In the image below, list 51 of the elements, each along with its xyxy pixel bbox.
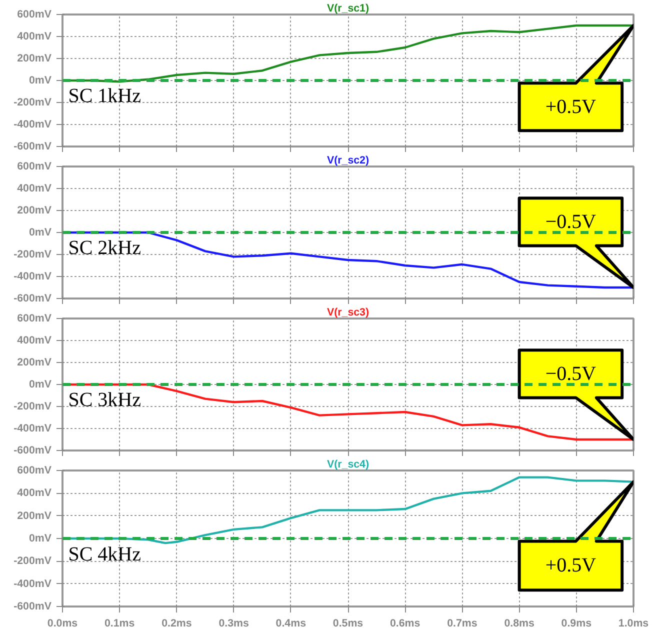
y-tick-label: 0mV	[28, 532, 52, 544]
x-tick-label: 1.0ms	[618, 618, 649, 630]
x-tick-label: 0.4ms	[276, 618, 306, 630]
y-tick-label: 400mV	[17, 487, 52, 500]
chart-title: V(r_sc3)	[326, 306, 370, 318]
x-tick-label: 0.7ms	[447, 618, 478, 630]
y-tick-label: 400mV	[17, 182, 52, 194]
annotation: −0.5V	[545, 362, 597, 385]
x-tick-label: 0.1ms	[104, 618, 135, 630]
chart-title: V(r_sc2)	[326, 154, 370, 166]
y-tick-label: -200mV	[14, 555, 52, 568]
y-tick-label: -600mV	[14, 600, 52, 612]
x-tick-label: 0.5ms	[332, 618, 364, 630]
x-tick-label: 0.0ms	[47, 618, 78, 630]
annotation: −0.5V	[545, 210, 597, 233]
chart-title: V(r_sc1)	[326, 2, 370, 14]
y-tick-label: -200mV	[14, 400, 52, 412]
x-tick-label: 0.2ms	[162, 618, 192, 630]
y-tick-label: -200mV	[14, 96, 52, 108]
y-tick-label: 600mV	[17, 464, 52, 476]
y-tick-label: -400mV	[14, 578, 52, 590]
y-tick-label: 200mV	[17, 356, 52, 368]
y-tick-label: 600mV	[17, 312, 52, 324]
x-tick-label: 0.9ms	[561, 618, 592, 630]
y-tick-label: 0mV	[28, 378, 52, 390]
annotation: +0.5V	[545, 96, 597, 118]
y-tick-label: -600mV	[14, 444, 52, 456]
y-tick-label: 600mV	[17, 8, 52, 20]
y-tick-label: 600mV	[17, 160, 52, 172]
y-tick-label: 400mV	[17, 334, 52, 346]
x-tick-label: 0.3ms	[218, 618, 249, 630]
y-tick-label: 0mV	[28, 74, 52, 86]
x-tick-label: 0.8ms	[504, 618, 534, 630]
annotation: SC 4kHz	[68, 544, 142, 566]
y-tick-label: 200mV	[17, 52, 52, 64]
y-tick-label: -200mV	[14, 248, 52, 260]
y-tick-label: 200mV	[17, 204, 52, 216]
y-tick-label: 0mV	[28, 226, 52, 238]
y-tick-label: -600mV	[14, 140, 52, 152]
y-tick-label: 200mV	[17, 510, 52, 522]
y-tick-label: -400mV	[14, 118, 52, 130]
y-tick-label: -400mV	[14, 422, 52, 434]
annotation: +0.5V	[545, 554, 597, 577]
annotation: SC 1kHz	[68, 84, 142, 107]
annotation: SC 3kHz	[68, 388, 142, 411]
annotation: SC 2kHz	[68, 236, 142, 259]
y-tick-label: -600mV	[14, 292, 52, 304]
x-tick-label: 0.6ms	[390, 618, 420, 630]
y-tick-label: 400mV	[17, 30, 52, 42]
y-tick-label: -400mV	[14, 270, 52, 282]
chart-title: V(r_sc4)	[326, 458, 370, 470]
